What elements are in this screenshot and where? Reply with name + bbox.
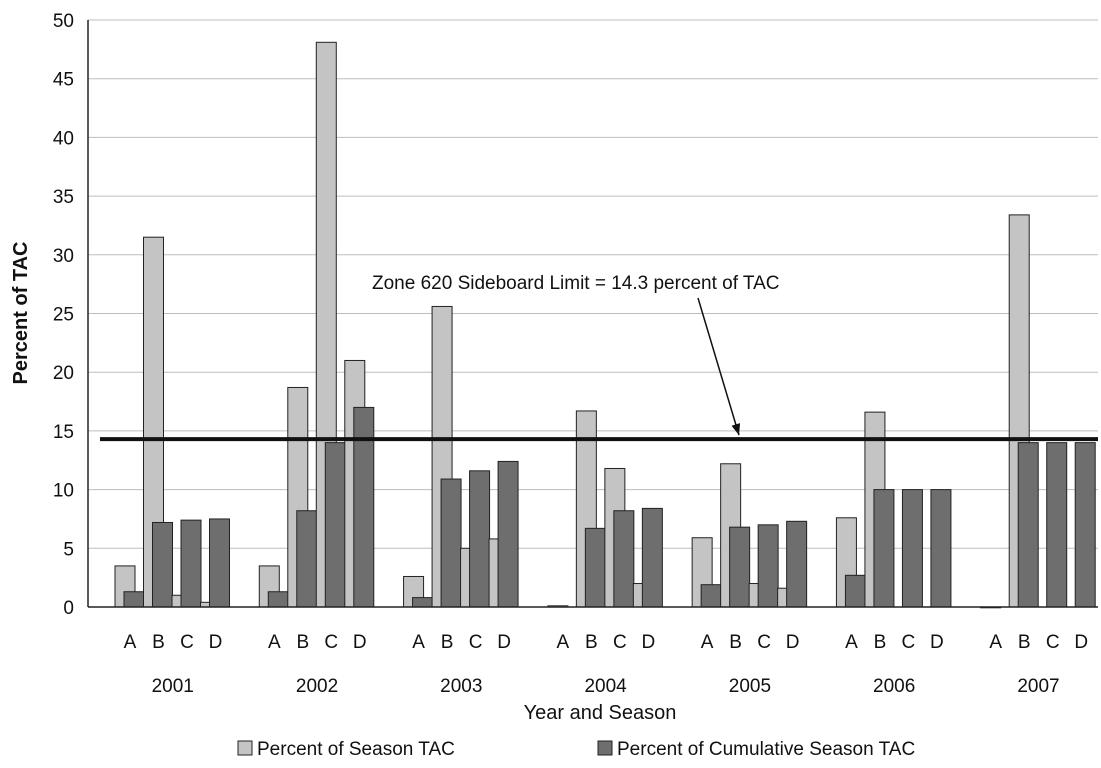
legend-swatch-season [237,740,253,756]
x-year-label: 2001 [152,676,194,697]
x-season-label: B [296,632,309,653]
y-axis-title: Percent of TAC [10,242,32,385]
legend-label-cumulative: Percent of Cumulative Season TAC [617,739,915,760]
bar-cumulative-tac [497,460,519,608]
bar-cumulative-tac [613,510,635,608]
legend-label-season: Percent of Season TAC [257,739,455,760]
x-season-label: D [786,632,800,653]
bar-cumulative-tac [641,507,663,608]
bar-cumulative-tac [296,510,318,608]
reference-layer: Zone 620 Sideboard Limit = 14.3 percent … [100,273,1098,442]
x-year-label: 2004 [584,676,627,697]
x-season-label: C [902,632,916,653]
x-season-label: C [1046,632,1060,653]
y-tick-label: 15 [53,422,74,443]
x-season-label: D [1074,632,1088,653]
x-year-label: 2005 [729,676,771,697]
y-tick-label: 5 [63,539,74,560]
sideboard-limit-annotation: Zone 620 Sideboard Limit = 14.3 percent … [372,273,780,294]
x-season-label: A [701,632,714,653]
x-season-label: B [152,632,165,653]
x-season-label: A [412,632,425,653]
x-season-label: A [124,632,137,653]
bar-cumulative-tac [267,591,289,608]
bar-cumulative-tac [930,489,952,608]
x-season-label: B [441,632,454,653]
bar-cumulative-tac [873,489,895,608]
y-tick-label: 25 [53,305,74,326]
bar-cumulative-tac [584,527,606,608]
x-season-label: C [757,632,771,653]
annotation-arrow [697,297,740,436]
y-tick-label: 45 [53,70,74,91]
x-season-label: B [874,632,887,653]
x-season-label: A [845,632,858,653]
x-year-label: 2003 [440,676,482,697]
bar-cumulative-tac [786,520,808,608]
bar-cumulative-tac [209,518,230,608]
x-season-label: B [729,632,742,653]
x-season-label: D [353,632,367,653]
bar-cumulative-tac [1046,442,1068,608]
x-season-label: B [585,632,598,653]
y-tick-label: 30 [53,246,74,267]
x-season-label: C [469,632,483,653]
x-season-label: A [989,632,1002,653]
axes [87,20,1098,608]
x-year-label: 2006 [873,676,915,697]
bar-cumulative-tac [729,526,751,608]
y-tick-label: 50 [53,11,74,32]
legend: Percent of Season TAC Percent of Cumulat… [237,739,915,760]
x-season-label: D [930,632,944,653]
bar-cumulative-tac [440,478,462,608]
bar-cumulative-tac [1017,442,1039,608]
x-season-label: C [324,632,338,653]
x-axis-title: Year and Season [524,702,677,724]
bar-cumulative-tac [412,597,434,608]
bars [114,41,1096,609]
bar-cumulative-tac [469,470,491,608]
bar-cumulative-tac [901,489,923,608]
x-season-label: B [1018,632,1031,653]
bar-cumulative-tac [844,574,866,608]
y-tick-label: 20 [53,363,74,384]
y-tick-label: 40 [53,128,74,149]
x-season-label: A [268,632,281,653]
x-season-label: D [209,632,223,653]
bar-cumulative-tac [700,584,722,608]
legend-swatch-cumulative [597,740,613,756]
bar-cumulative-tac [152,521,173,608]
x-year-label: 2002 [296,676,338,697]
x-season-label: D [641,632,655,653]
x-season-label: C [180,632,194,653]
gridlines [88,19,1098,549]
annotation-arrowhead [731,423,741,436]
x-season-label: C [613,632,627,653]
y-tick-label: 35 [53,187,74,208]
bar-cumulative-tac [123,591,145,608]
bar-cumulative-tac [180,519,202,608]
x-year-label: 2007 [1017,676,1059,697]
bar-cumulative-tac [324,442,346,608]
bar-cumulative-tac [1074,442,1096,608]
y-tick-label: 10 [53,481,74,502]
x-season-label: A [557,632,570,653]
x-season-label: D [497,632,511,653]
bar-cumulative-tac [757,524,779,608]
y-tick-label: 0 [63,598,74,619]
y-tick-labels: 0 5 10 15 20 25 30 35 40 45 50 [53,11,74,619]
